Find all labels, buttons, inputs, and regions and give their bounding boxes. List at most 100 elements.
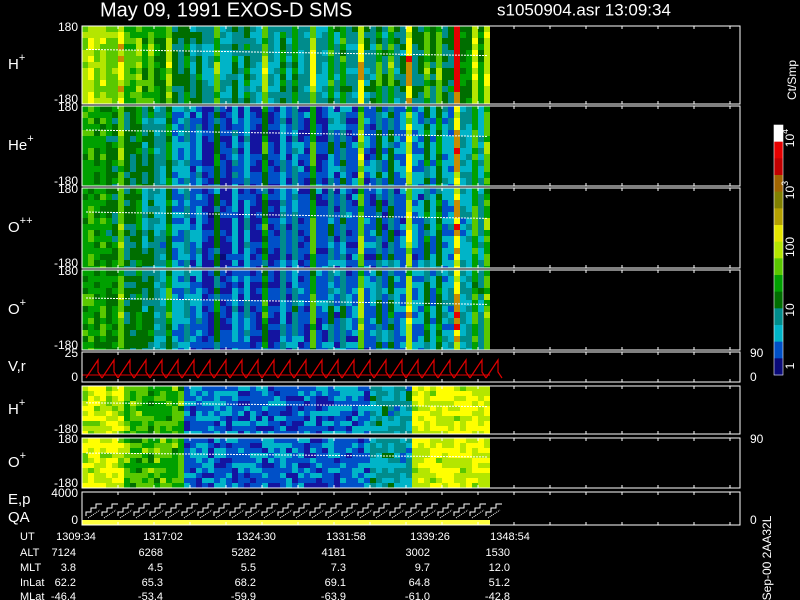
spectrogram-cell — [484, 206, 490, 212]
spectrogram-cell — [388, 463, 394, 468]
spectrogram-cell — [214, 458, 220, 463]
spectrogram-cell — [172, 26, 178, 32]
spectrogram-cell — [202, 348, 208, 350]
spectrogram-cell — [286, 426, 292, 431]
spectrogram-cell — [310, 431, 316, 434]
spectrogram-cell — [418, 92, 424, 98]
spectrogram-cell — [274, 443, 280, 448]
spectrogram-cell — [202, 38, 208, 44]
spectrogram-cell — [184, 438, 190, 443]
spectrogram-cell — [262, 160, 268, 166]
spectrogram-cell — [286, 294, 292, 300]
spectrogram-cell — [82, 270, 88, 276]
spectrogram-cell — [238, 453, 244, 458]
spectrogram-cell — [298, 98, 304, 104]
spectrogram-cell — [232, 236, 238, 242]
spectrogram-cell — [196, 318, 202, 324]
spectrogram-cell — [100, 98, 106, 104]
spectrogram-cell — [406, 106, 412, 112]
spectrogram-cell — [262, 236, 268, 242]
spectrogram-cell — [190, 282, 196, 288]
spectrogram-cell — [382, 86, 388, 92]
spectrogram-cell — [124, 342, 130, 348]
spectrogram-cell — [430, 106, 436, 112]
spectrogram-cell — [388, 68, 394, 74]
spectrogram-cell — [436, 154, 442, 160]
spectrogram-cell — [352, 300, 358, 306]
spectrogram-cell — [454, 224, 460, 230]
spectrogram-cell — [172, 426, 178, 431]
spectrogram-cell — [178, 80, 184, 86]
spectrogram-cell — [202, 50, 208, 56]
spectrogram-cell — [328, 62, 334, 68]
spectrogram-cell — [154, 32, 160, 38]
spectrogram-cell — [172, 178, 178, 184]
spectrogram-cell — [124, 56, 130, 62]
spectrogram-cell — [268, 473, 274, 478]
spectrogram-cell — [196, 206, 202, 212]
spectrogram-cell — [274, 411, 280, 416]
spectrogram-cell — [280, 458, 286, 463]
spectrogram-cell — [406, 282, 412, 288]
spectrogram-cell — [286, 336, 292, 342]
spectrogram-cell — [178, 478, 184, 483]
spectrogram-cell — [196, 154, 202, 160]
spectrogram-cell — [88, 124, 94, 130]
spectrogram-cell — [352, 230, 358, 236]
spectrogram-cell — [382, 32, 388, 38]
spectrogram-cell — [340, 80, 346, 86]
spectrogram-cell — [340, 348, 346, 350]
spectrogram-cell — [358, 276, 364, 282]
spectrogram-cell — [136, 124, 142, 130]
spectrogram-cell — [448, 118, 454, 124]
spectrogram-cell — [256, 38, 262, 44]
spectrogram-cell — [130, 473, 136, 478]
spectrogram-cell — [418, 50, 424, 56]
spectrogram-cell — [100, 468, 106, 473]
spectrogram-cell — [310, 342, 316, 348]
spectrogram-cell — [436, 282, 442, 288]
spectrogram-cell — [316, 242, 322, 248]
spectrogram-cell — [322, 324, 328, 330]
spectrogram-cell — [214, 426, 220, 431]
spectrogram-cell — [376, 438, 382, 443]
spectrogram-cell — [382, 288, 388, 294]
spectrogram-cell — [100, 443, 106, 448]
spectrogram-cell — [106, 194, 112, 200]
spectrogram-cell — [478, 254, 484, 260]
spectrogram-cell — [172, 336, 178, 342]
spectrogram-cell — [394, 236, 400, 242]
spectrogram-cell — [436, 86, 442, 92]
spectrogram-cell — [454, 288, 460, 294]
spectrogram-cell — [292, 130, 298, 136]
spectrogram-cell — [256, 483, 262, 488]
spectrogram-cell — [148, 44, 154, 50]
spectrogram-cell — [244, 56, 250, 62]
spectrogram-cell — [244, 431, 250, 434]
spectrogram-cell — [100, 431, 106, 434]
spectrogram-cell — [214, 473, 220, 478]
spectrogram-cell — [436, 112, 442, 118]
spectrogram-cell — [346, 421, 352, 426]
spectrogram-cell — [382, 401, 388, 406]
spectrogram-cell — [316, 200, 322, 206]
spectrogram-cell — [184, 38, 190, 44]
spectrogram-cell — [214, 401, 220, 406]
spectrogram-cell — [232, 324, 238, 330]
spectrogram-cell — [370, 448, 376, 453]
spectrogram-cell — [424, 401, 430, 406]
spectrogram-cell — [352, 44, 358, 50]
spectrogram-cell — [142, 178, 148, 184]
spectrogram-cell — [208, 270, 214, 276]
spectrogram-cell — [430, 421, 436, 426]
spectrogram-cell — [244, 270, 250, 276]
spectrogram-cell — [232, 136, 238, 142]
spectrogram-cell — [382, 312, 388, 318]
spectrogram-cell — [316, 206, 322, 212]
spectrogram-cell — [436, 80, 442, 86]
spectrogram-cell — [124, 242, 130, 248]
spectrogram-cell — [82, 330, 88, 336]
spectrogram-cell — [112, 38, 118, 44]
spectrogram-cell — [322, 478, 328, 483]
spectrogram-cell — [178, 300, 184, 306]
